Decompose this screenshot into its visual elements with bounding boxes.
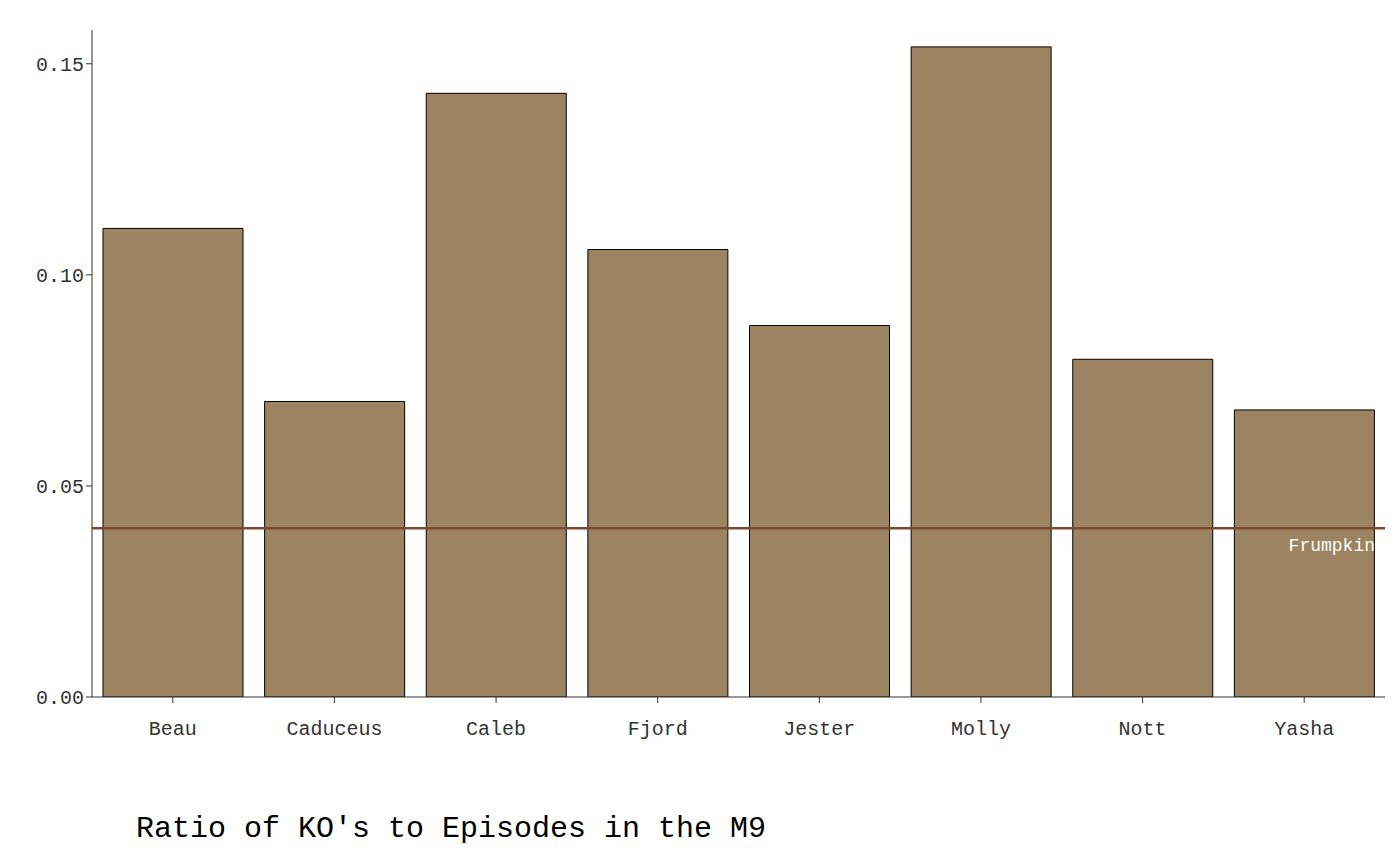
- svg-text:Molly: Molly: [951, 718, 1011, 741]
- svg-text:0.15: 0.15: [36, 54, 84, 77]
- html-text:Ratio of KO's to Episodes in t: Ratio of KO's to Episodes in the M9: [136, 812, 767, 846]
- svg-text:Jester: Jester: [783, 718, 855, 741]
- svg-text:Nott: Nott: [1119, 718, 1167, 741]
- svg-text:Yasha: Yasha: [1274, 718, 1334, 741]
- svg-text:Caduceus: Caduceus: [286, 718, 382, 741]
- svg-text:Beau: Beau: [149, 718, 197, 741]
- svg-text:Caleb: Caleb: [466, 718, 526, 741]
- svg-text:0.00: 0.00: [36, 687, 84, 710]
- svg-text:Fjord: Fjord: [628, 718, 688, 741]
- svg-text:0.05: 0.05: [36, 476, 84, 499]
- svg-text:Frumpkin: Frumpkin: [1289, 536, 1375, 556]
- svg-text:0.10: 0.10: [36, 265, 84, 288]
